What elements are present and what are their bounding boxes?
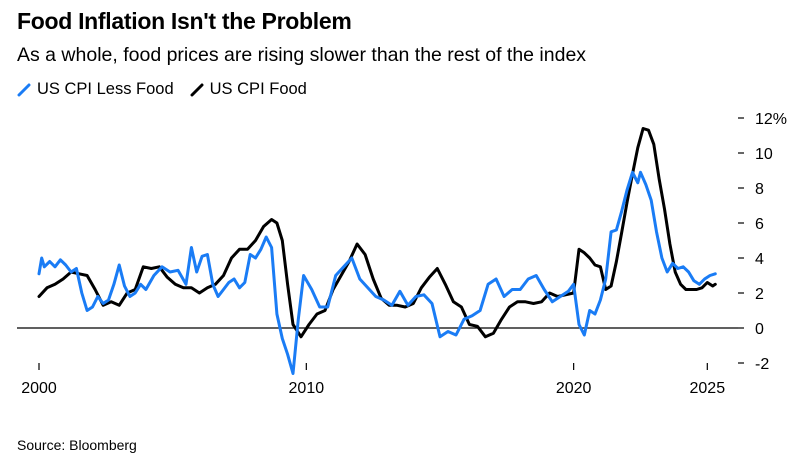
y-tick-label: 4: [755, 251, 764, 268]
legend-label-food: US CPI Food: [209, 80, 307, 98]
legend: US CPI Less Food US CPI Food: [17, 80, 323, 99]
y-tick-label: 10: [755, 146, 773, 163]
y-tick-label: 2: [755, 286, 764, 303]
legend-label-less-food: US CPI Less Food: [37, 80, 174, 98]
x-tick-label: 2025: [690, 380, 726, 397]
y-axis: 12% 10 8 6 4 2 0 -2: [17, 111, 787, 373]
chart-title: Food Inflation Isn't the Problem: [17, 8, 352, 34]
legend-swatch-less-food: [17, 83, 31, 96]
y-tick-label: 8: [755, 181, 764, 198]
y-tick-label: -2: [755, 356, 769, 373]
series-layer: [37, 127, 717, 375]
source-note: Source: Bloomberg: [17, 437, 137, 453]
y-tick-label: 0: [755, 321, 764, 338]
x-tick-label: 2010: [289, 380, 325, 397]
x-tick-label: 2020: [556, 380, 592, 397]
y-tick-label: 12%: [755, 111, 787, 128]
x-tick-label: 2000: [21, 380, 57, 397]
legend-item-less-food: US CPI Less Food: [17, 80, 174, 99]
series-line-food: [37, 127, 717, 339]
legend-swatch-food: [190, 83, 204, 96]
y-tick-label: 6: [755, 216, 764, 233]
chart-subtitle: As a whole, food prices are rising slowe…: [17, 44, 587, 66]
series-line-less-food: [37, 170, 717, 375]
x-axis: 2000 2010 2020 2025: [21, 363, 725, 397]
legend-item-food: US CPI Food: [190, 80, 307, 99]
